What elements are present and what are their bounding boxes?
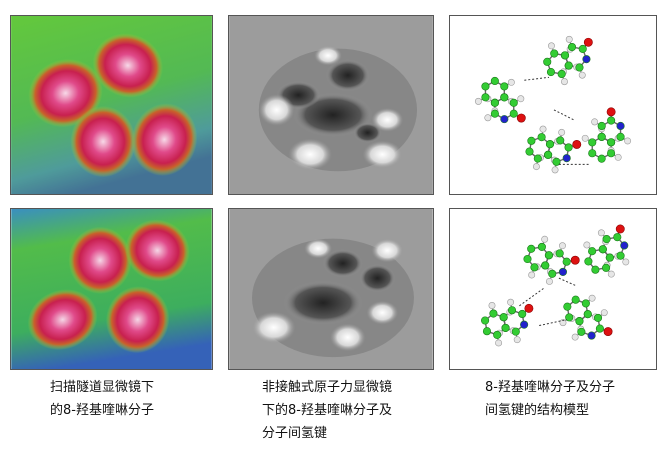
caption-line: 间氢键的结构模型 (485, 403, 590, 418)
caption-stm: 扫描隧道显微镜下 的8-羟基喹啉分子 (50, 376, 154, 422)
afm-image-bottom (228, 208, 434, 370)
molecule-model (481, 224, 630, 347)
caption-line: 扫描隧道显微镜下 (50, 380, 155, 395)
caption-line: 非接触式原子力显微镜 (262, 380, 393, 395)
caption-line: 的8-羟基喹啉分子 (50, 403, 154, 418)
model-image-bottom (449, 208, 657, 370)
caption-line: 下的8-羟基喹啉分子及 (262, 403, 392, 418)
caption-line: 分子间氢键 (262, 426, 328, 441)
caption-model: 8-羟基喹啉分子及分子 间氢键的结构模型 (485, 376, 615, 422)
caption-afm: 非接触式原子力显微镜 下的8-羟基喹啉分子及 分子间氢键 (262, 376, 392, 445)
afm-image-top (228, 15, 434, 195)
caption-line: 8-羟基喹啉分子及分子 (485, 380, 615, 395)
molecule-model (474, 35, 632, 174)
stm-image-bottom (10, 208, 213, 370)
stm-image-top (10, 15, 213, 195)
model-image-top (449, 15, 657, 195)
